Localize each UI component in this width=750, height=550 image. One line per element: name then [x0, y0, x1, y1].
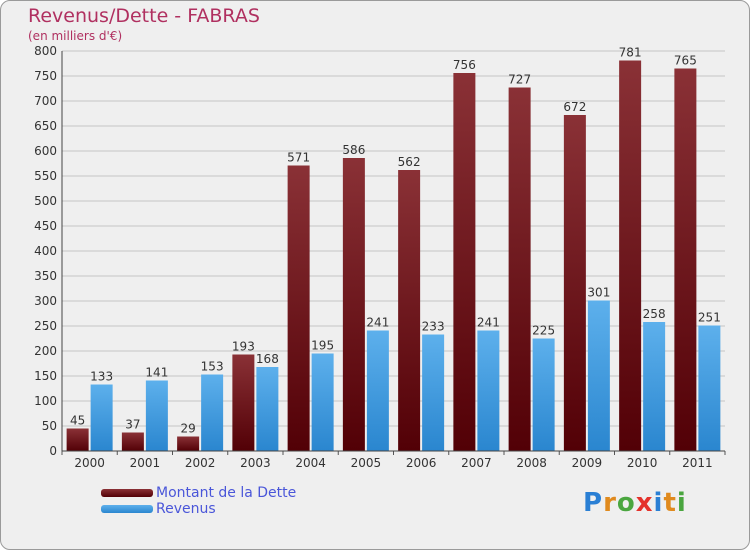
bar-revenus [145, 380, 168, 451]
value-label-dette: 562 [398, 155, 421, 169]
value-label-revenus: 195 [311, 339, 334, 353]
bar-revenus [587, 300, 610, 451]
value-label-dette: 727 [508, 73, 531, 87]
bar-dette [342, 158, 365, 451]
y-tick-label: 500 [34, 194, 57, 208]
x-axis-ticks: 2000 2001 2002 2003 2004 2005 2006 2007 2008 2009… [61, 451, 726, 470]
x-tick-label: 2009 [572, 456, 603, 470]
y-tick-label: 100 [34, 394, 57, 408]
bar-revenus [311, 353, 334, 451]
value-label-revenus: 168 [256, 352, 279, 366]
value-label-revenus: 233 [422, 320, 445, 334]
bar-revenus [366, 330, 389, 451]
value-label-revenus: 153 [201, 360, 224, 374]
logo-letter: x [635, 488, 654, 518]
bar-dette [674, 68, 697, 451]
value-label-dette: 29 [180, 422, 195, 436]
y-tick-label: 150 [34, 369, 57, 383]
bar-dette [232, 354, 255, 451]
y-tick-label: 800 [34, 44, 57, 58]
bar-revenus [532, 338, 555, 451]
value-label-dette: 45 [70, 414, 85, 428]
x-tick-label: 2001 [130, 456, 161, 470]
legend-label-revenus: Revenus [156, 501, 216, 517]
x-tick-label: 2010 [627, 456, 658, 470]
bar-dette [287, 165, 310, 451]
bar-revenus [201, 374, 224, 451]
axes [61, 51, 725, 452]
value-label-revenus: 241 [366, 316, 389, 330]
y-tick-label: 750 [34, 69, 57, 83]
bar-dette [398, 170, 421, 451]
value-label-revenus: 301 [587, 286, 610, 300]
bar-dette [453, 73, 476, 451]
bar-dette [121, 432, 144, 451]
logo-letter: o [616, 488, 636, 518]
x-tick-label: 2000 [74, 456, 105, 470]
value-label-dette: 672 [563, 100, 586, 114]
chart-title: Revenus/Dette - FABRAS [28, 5, 260, 27]
value-label-dette: 193 [232, 340, 255, 354]
y-tick-label: 700 [34, 94, 57, 108]
value-label-revenus: 141 [145, 366, 168, 380]
value-label-dette: 781 [619, 46, 642, 60]
proxiti-logo: Proxiti [583, 488, 687, 518]
bar-dette [66, 428, 89, 451]
bar-revenus [422, 334, 445, 451]
y-tick-label: 600 [34, 144, 57, 158]
value-label-dette: 571 [287, 151, 310, 165]
x-tick-label: 2004 [295, 456, 326, 470]
chart-subtitle: (en milliers d'€) [28, 29, 123, 43]
legend-swatch-debt [101, 489, 153, 497]
y-tick-label: 400 [34, 244, 57, 258]
x-tick-label: 2011 [682, 456, 713, 470]
x-tick-label: 2008 [516, 456, 547, 470]
y-tick-label: 650 [34, 119, 57, 133]
y-tick-label: 200 [34, 344, 57, 358]
x-tick-label: 2007 [461, 456, 492, 470]
y-tick-label: 350 [34, 269, 57, 283]
logo-letter: t [663, 488, 677, 518]
value-label-dette: 756 [453, 58, 476, 72]
y-axis-ticks: 0 50 100 150 200 250 300 350 400 450 500 550 600 650 7… [34, 44, 57, 458]
bars [66, 60, 721, 451]
grid-lines [62, 50, 725, 452]
bar-dette [508, 87, 531, 451]
logo-letter: r [603, 488, 617, 518]
value-label-revenus: 251 [698, 311, 721, 325]
y-tick-label: 450 [34, 219, 57, 233]
value-label-dette: 586 [342, 143, 365, 157]
value-label-revenus: 133 [90, 370, 113, 384]
logo-letter: i [653, 488, 664, 518]
y-tick-label: 550 [34, 169, 57, 183]
value-label-dette: 765 [674, 54, 697, 68]
bar-dette [563, 115, 586, 451]
bar-dette [177, 436, 200, 451]
legend-label-debt: Montant de la Dette [156, 485, 297, 501]
bar-revenus [90, 384, 113, 451]
value-label-dette: 37 [125, 418, 140, 432]
y-tick-label: 250 [34, 319, 57, 333]
x-tick-label: 2005 [351, 456, 382, 470]
value-label-revenus: 258 [643, 307, 666, 321]
y-tick-label: 300 [34, 294, 57, 308]
legend-swatch-revenus [101, 505, 153, 513]
bar-revenus [698, 325, 721, 451]
bar-dette [619, 60, 642, 451]
x-tick-label: 2002 [185, 456, 216, 470]
x-tick-label: 2003 [240, 456, 271, 470]
x-tick-label: 2006 [406, 456, 437, 470]
bar-revenus [477, 330, 500, 451]
y-tick-label: 0 [49, 444, 57, 458]
bar-revenus [643, 322, 666, 451]
y-tick-label: 50 [42, 419, 57, 433]
logo-letter: P [583, 488, 604, 518]
value-label-revenus: 225 [532, 324, 555, 338]
value-label-revenus: 241 [477, 316, 500, 330]
bar-revenus [256, 367, 279, 451]
logo-letter: i [676, 488, 687, 518]
